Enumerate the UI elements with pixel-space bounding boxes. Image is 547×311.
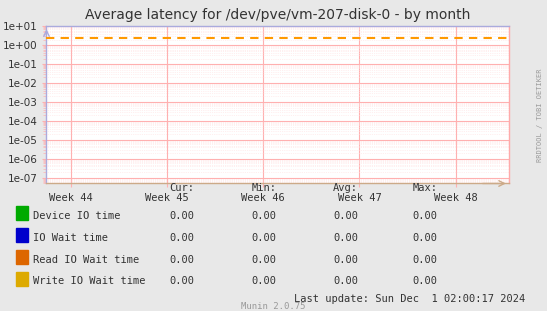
Text: 0.00: 0.00 — [333, 211, 358, 221]
Text: Munin 2.0.75: Munin 2.0.75 — [241, 302, 306, 311]
Text: 0.00: 0.00 — [169, 276, 194, 286]
Text: 0.00: 0.00 — [251, 233, 276, 243]
Text: 0.00: 0.00 — [333, 233, 358, 243]
Text: 0.00: 0.00 — [251, 276, 276, 286]
Text: Avg:: Avg: — [333, 183, 358, 193]
Text: 0.00: 0.00 — [169, 211, 194, 221]
Text: RRDTOOL / TOBI OETIKER: RRDTOOL / TOBI OETIKER — [537, 68, 543, 162]
Text: 0.00: 0.00 — [251, 255, 276, 265]
Text: 0.00: 0.00 — [412, 233, 438, 243]
Text: IO Wait time: IO Wait time — [33, 233, 108, 243]
Text: 0.00: 0.00 — [333, 276, 358, 286]
Text: Min:: Min: — [251, 183, 276, 193]
Text: Read IO Wait time: Read IO Wait time — [33, 255, 139, 265]
Text: Cur:: Cur: — [169, 183, 194, 193]
Title: Average latency for /dev/pve/vm-207-disk-0 - by month: Average latency for /dev/pve/vm-207-disk… — [85, 8, 470, 22]
Text: Max:: Max: — [412, 183, 438, 193]
Text: 0.00: 0.00 — [333, 255, 358, 265]
Text: Write IO Wait time: Write IO Wait time — [33, 276, 146, 286]
Text: Device IO time: Device IO time — [33, 211, 120, 221]
Text: 0.00: 0.00 — [412, 211, 438, 221]
Text: 0.00: 0.00 — [169, 233, 194, 243]
Text: 0.00: 0.00 — [251, 211, 276, 221]
Text: 0.00: 0.00 — [412, 255, 438, 265]
Text: Last update: Sun Dec  1 02:00:17 2024: Last update: Sun Dec 1 02:00:17 2024 — [294, 294, 525, 304]
Text: 0.00: 0.00 — [169, 255, 194, 265]
Text: 0.00: 0.00 — [412, 276, 438, 286]
